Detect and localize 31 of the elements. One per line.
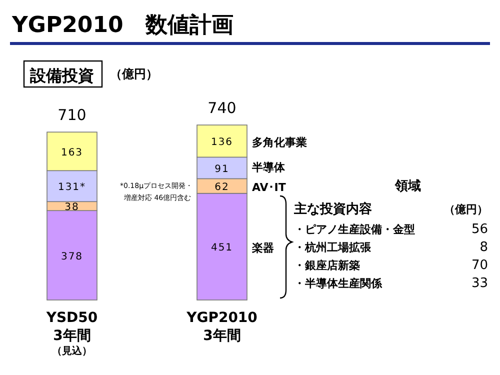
chart-subtitle: 設備投資 xyxy=(29,66,94,85)
annotation: ・杭州工場拡張 xyxy=(294,241,372,254)
data-label: 378 xyxy=(60,251,84,262)
total-label: 740 xyxy=(208,99,236,117)
text: 領域 xyxy=(394,179,421,194)
annotation: ・ピアノ生産設備・金型 xyxy=(294,223,415,236)
annotation: ・銀座店新築 xyxy=(294,259,360,272)
data-label: 136 xyxy=(210,137,234,148)
annotation: ・半導体生産関係 xyxy=(294,277,383,290)
data-label: 91 xyxy=(214,164,230,175)
data-label: 451 xyxy=(210,242,234,254)
text: 70 xyxy=(471,258,488,273)
text: （億円） xyxy=(110,67,158,81)
text: 8 xyxy=(480,240,488,255)
data-label: 62 xyxy=(214,182,230,194)
annotation: 主な投資内容 xyxy=(293,201,372,217)
data-label: 163 xyxy=(60,147,84,158)
total-label: 710 xyxy=(58,106,86,124)
series-label: 半導体 xyxy=(251,161,286,174)
x-tick-label: YSD50 3年間 xyxy=(45,310,98,344)
text: 56 xyxy=(471,222,488,237)
text: （億円） xyxy=(444,203,488,216)
chart-title: YGP2010 数値計画 xyxy=(11,13,234,38)
text: 33 xyxy=(471,276,488,291)
series-label: AV･IT xyxy=(252,181,286,194)
series-label: 楽器 xyxy=(251,242,274,255)
data-label: 131* xyxy=(58,182,86,194)
x-tick-label: YGP2010 3年間 xyxy=(186,310,258,344)
text: （見込） xyxy=(52,345,92,357)
series-label: 多角化事業 xyxy=(252,136,307,150)
data-label: 38 xyxy=(64,202,80,214)
